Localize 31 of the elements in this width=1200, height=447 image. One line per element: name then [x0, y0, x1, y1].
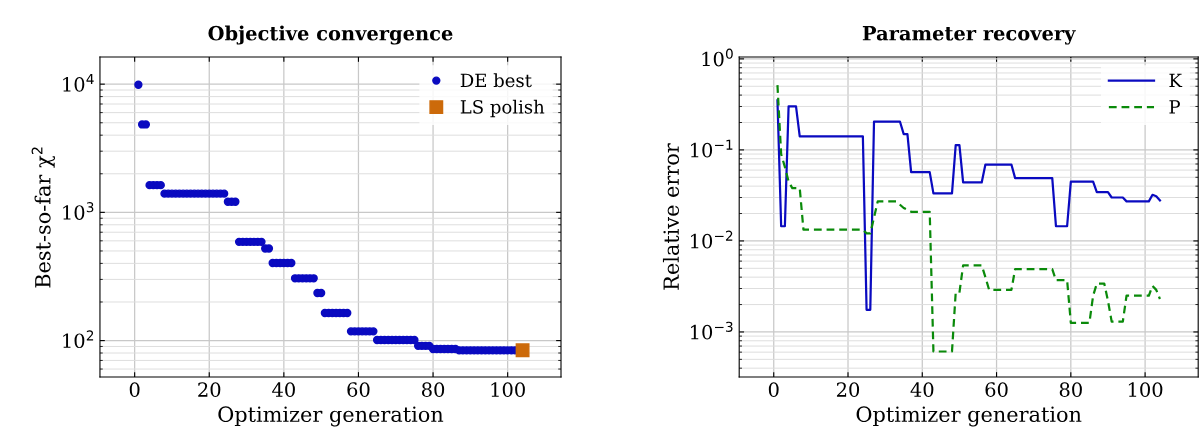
x-tick-label: 60 — [347, 382, 370, 397]
x-tick-label: 20 — [198, 382, 221, 397]
x-axis-title: Optimizer generation — [218, 406, 444, 427]
y-tick-label: 10$^{0}$ — [702, 48, 733, 67]
legend-label: LS polish — [460, 99, 545, 118]
y-tick-label: 10$^{3}$ — [63, 202, 94, 220]
x-tick-label: 60 — [985, 382, 1008, 397]
y-tick-label: 10$^{4}$ — [63, 74, 94, 92]
x-axis-title: Optimizer generation — [856, 406, 1082, 427]
y-tick-label: 10$^{−1}$ — [691, 139, 733, 158]
line-series — [776, 99, 1162, 311]
line-series — [776, 84, 1162, 353]
x-tick-label: 80 — [1059, 382, 1082, 397]
chart-title: Parameter recovery — [862, 26, 1076, 45]
y-tick-label: 10$^{−3}$ — [691, 321, 733, 340]
x-tick-label: 0 — [129, 382, 140, 397]
x-tick-label: 100 — [491, 382, 525, 397]
y-tick-label: 10$^{−2}$ — [691, 230, 733, 249]
x-tick-label: 100 — [1128, 382, 1163, 397]
x-tick-label: 20 — [836, 382, 860, 397]
legend-label: DE best — [460, 73, 532, 88]
x-tick-label: 80 — [421, 382, 445, 397]
x-tick-label: 40 — [272, 382, 295, 397]
legend-label: K — [1169, 73, 1183, 87]
y-axis-title: Relative error — [662, 143, 680, 290]
y-tick-label: 10$^{2}$ — [63, 330, 94, 349]
x-tick-label: 40 — [910, 382, 934, 397]
chart-title: Objective convergence — [208, 25, 453, 45]
x-tick-label: 0 — [768, 382, 779, 397]
y-axis-title: Best-so-far χ$^{2}$ — [31, 147, 55, 288]
legend-label: P — [1169, 100, 1180, 114]
